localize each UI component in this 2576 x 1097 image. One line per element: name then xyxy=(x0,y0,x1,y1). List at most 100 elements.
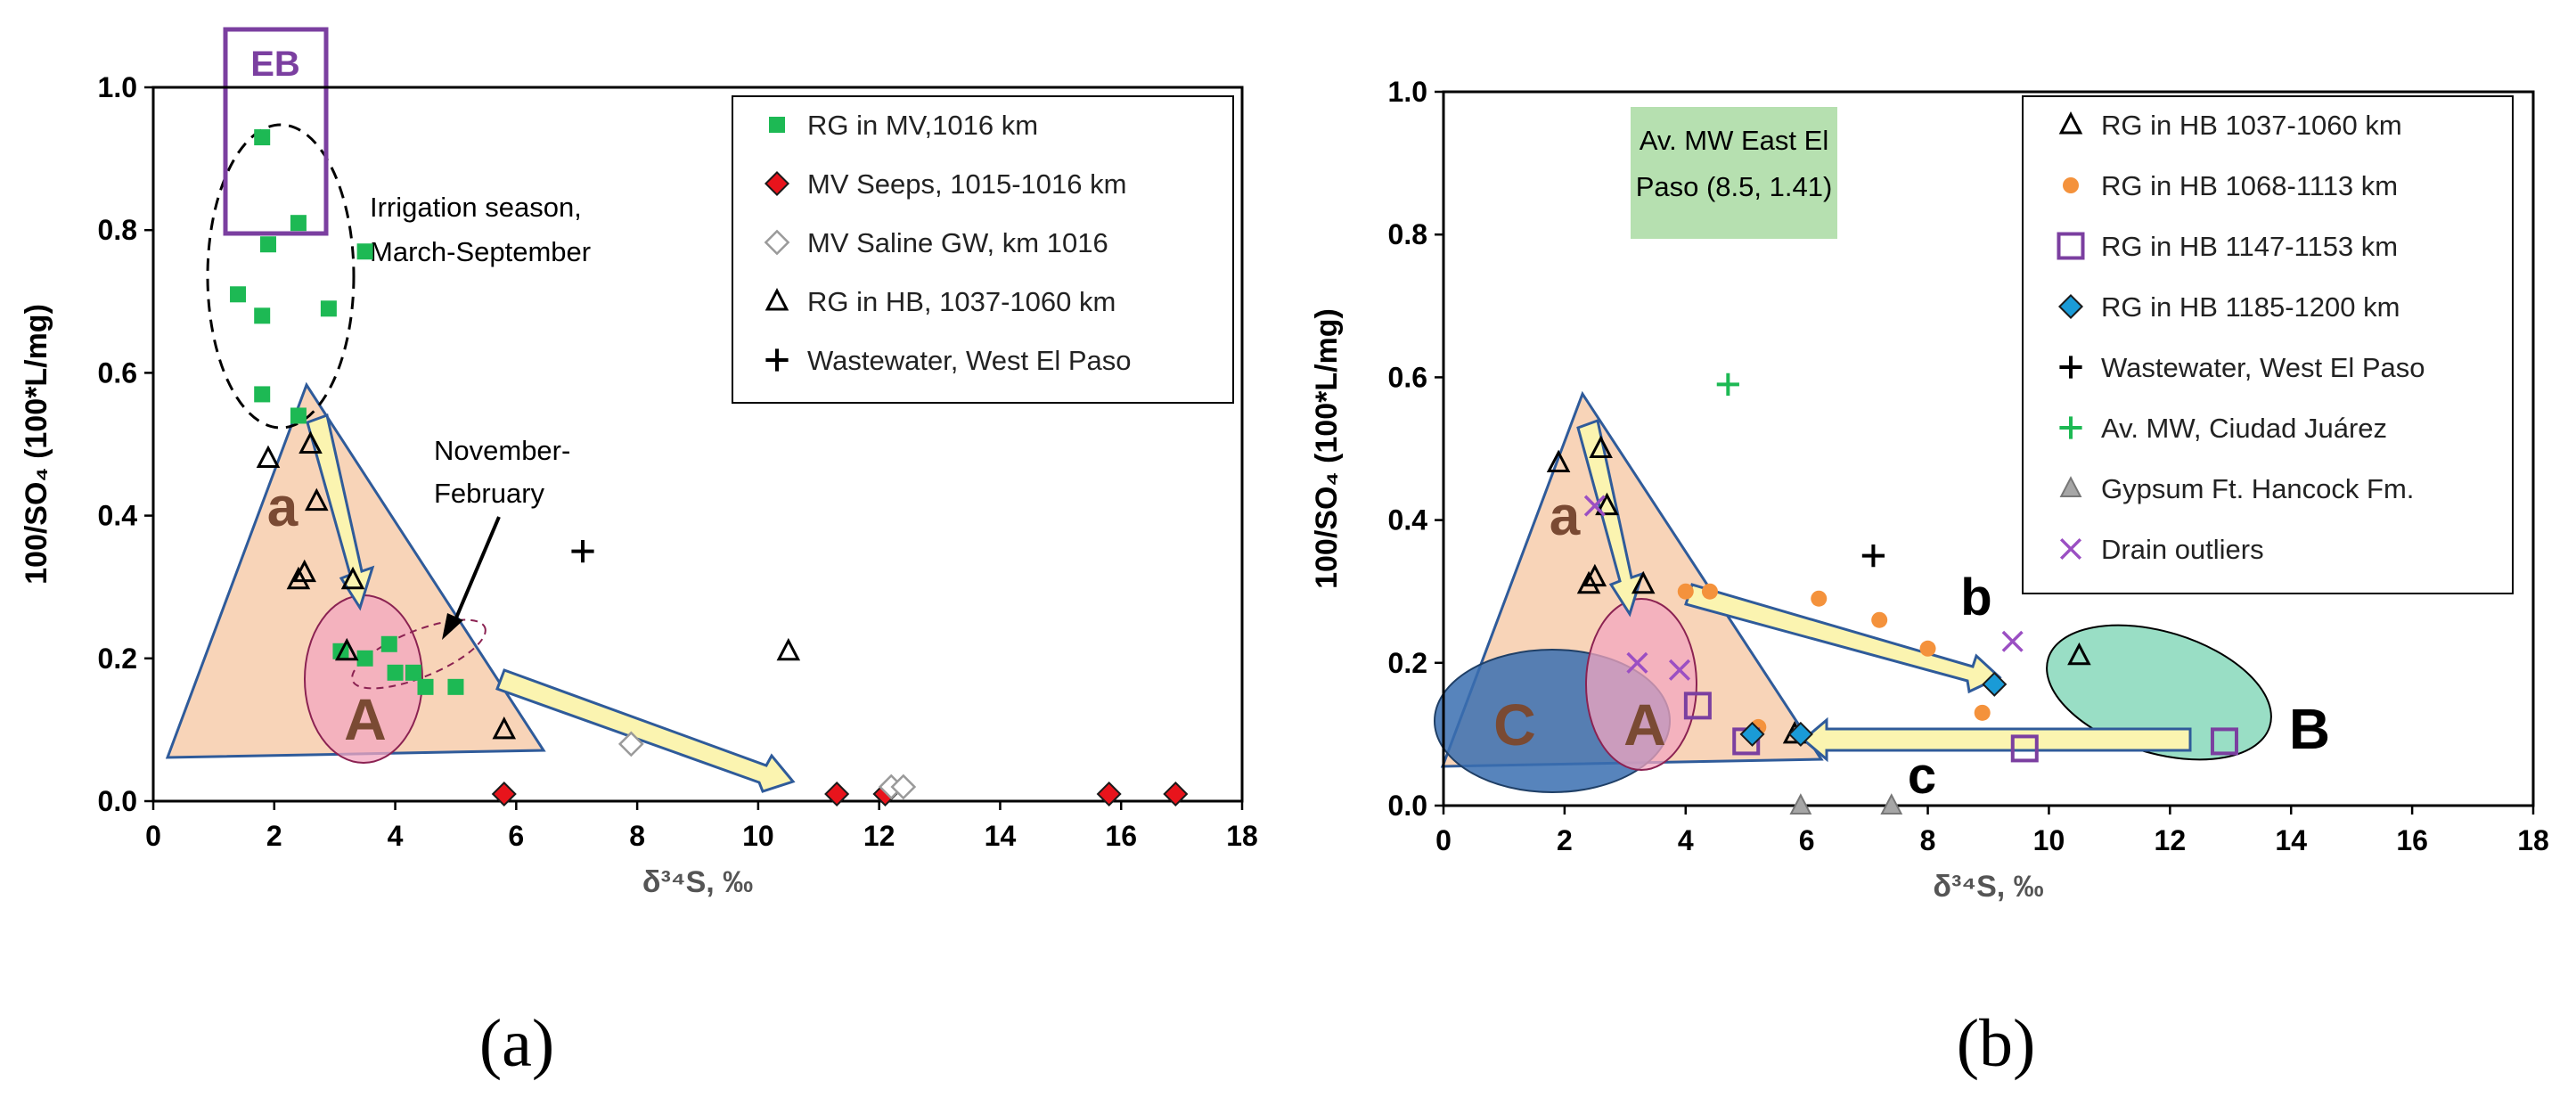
data-point-rg-in-hb-1037-1060-km xyxy=(1546,449,1571,473)
x-tick-label: 6 xyxy=(1799,824,1815,856)
legend-marker-rg-in-hb-1147-1153-km xyxy=(2057,232,2085,260)
legend-marker-gypsum-ft-hancock-fm xyxy=(2059,476,2082,497)
chart-panel-a: EB Irrigation season, March-September No… xyxy=(20,27,1258,899)
legend-entry: RG in MV,1016 km xyxy=(807,110,1038,141)
y-tick-label: 0.4 xyxy=(1388,504,1428,536)
data-point-rg-in-hb-1185-1200-km xyxy=(1982,671,2008,697)
data-point-rg-in-hb-1037-1060-km xyxy=(1582,563,1607,587)
legend-marker-wastewater-west-el-paso xyxy=(765,348,789,372)
legend-entry: RG in HB 1037-1060 km xyxy=(2101,110,2402,141)
x-tick-label: 2 xyxy=(266,820,282,852)
legend-box xyxy=(732,95,1234,404)
data-point-drain-outliers xyxy=(1626,651,1648,674)
y-axis-label: 100/SO₄ (100*L/mg) xyxy=(1310,308,1344,589)
data-point-mv-seeps-1015-1016-km xyxy=(824,781,850,807)
data-point-rg-in-hb-1037-1060-km xyxy=(286,566,311,590)
x-tick-label: 18 xyxy=(2517,824,2549,856)
legend-marker-rg-in-hb-1037-1060-km xyxy=(765,288,789,311)
data-point-rg-in-mv-1016-km xyxy=(356,650,373,667)
irrigation-text-2: March-September xyxy=(370,236,591,267)
x-tick-label: 10 xyxy=(742,820,774,852)
panel-label-a: (a) xyxy=(478,1006,555,1081)
irrigation-text-1: Irrigation season, xyxy=(370,192,582,223)
data-point-rg-in-hb-1068-1113-km xyxy=(1871,611,1888,628)
data-point-rg-in-hb-1068-1113-km xyxy=(1677,583,1694,600)
novfeb-text-1: November- xyxy=(434,435,570,466)
legend-entry: RG in HB, 1037-1060 km xyxy=(807,286,1116,317)
data-point-rg-in-hb-1037-1060-km xyxy=(256,445,281,469)
x-tick-label: 8 xyxy=(629,820,645,852)
data-point-rg-in-hb-1037-1060-km xyxy=(492,716,517,740)
data-point-rg-in-mv-1016-km xyxy=(290,407,307,424)
data-point-rg-in-hb-1037-1060-km xyxy=(1576,570,1601,594)
data-point-drain-outliers xyxy=(1583,495,1606,517)
x-tick-label: 14 xyxy=(2275,824,2307,856)
arrow-b-letter: b xyxy=(1960,569,1991,626)
legend-marker-rg-in-hb-1068-1113-km xyxy=(2063,177,2079,193)
data-point-rg-in-mv-1016-km xyxy=(356,243,373,260)
region-B-letter: B xyxy=(2289,697,2330,761)
legend-entry: Wastewater, West El Paso xyxy=(807,345,1132,376)
x-tick-label: 2 xyxy=(1557,824,1573,856)
arrow-c-letter: c xyxy=(1908,747,1936,805)
x-tick-label: 18 xyxy=(1226,820,1258,852)
novfeb-pointer-line xyxy=(453,516,501,623)
y-tick-label: 0.0 xyxy=(98,785,137,817)
data-point-drain-outliers xyxy=(1668,659,1691,681)
legend-marker-rg-in-mv-1016-km xyxy=(769,117,785,133)
legend-marker-rg-in-hb-1037-1060-km xyxy=(2058,111,2083,135)
legend-marker-wastewater-west-el-paso xyxy=(2059,356,2082,379)
data-point-rg-in-hb-1037-1060-km xyxy=(2067,642,2091,666)
eb-box xyxy=(223,27,329,236)
y-tick-label: 0.6 xyxy=(1388,361,1427,393)
legend-entry: Av. MW, Ciudad Juárez xyxy=(2101,413,2387,444)
y-tick-label: 1.0 xyxy=(1388,76,1427,108)
data-point-rg-in-hb-1068-1113-km xyxy=(1974,704,1991,721)
data-point-rg-in-hb-1037-1060-km xyxy=(340,566,365,590)
data-point-rg-in-mv-1016-km xyxy=(320,300,337,317)
data-point-mv-saline-gw-km-1016 xyxy=(890,774,917,800)
y-tick-label: 0.4 xyxy=(98,500,138,532)
data-point-gypsum-ft-hancock-fm xyxy=(1880,793,1903,815)
legend-entry: Gypsum Ft. Hancock Fm. xyxy=(2101,473,2414,504)
data-point-rg-in-mv-1016-km xyxy=(290,215,307,232)
x-tick-label: 4 xyxy=(388,820,404,852)
mw-east-text-1: Av. MW East El xyxy=(1640,125,1828,156)
x-tick-label: 8 xyxy=(1920,824,1936,856)
data-point-rg-in-mv-1016-km xyxy=(405,664,421,681)
legend-box xyxy=(2022,95,2514,594)
legend-marker-mv-seeps-1015-1016-km xyxy=(764,170,790,197)
data-point-wastewater-west-el-paso xyxy=(571,540,594,563)
eb-label: EB xyxy=(250,45,300,84)
data-point-mv-saline-gw-km-1016 xyxy=(617,731,644,757)
x-tick-label: 14 xyxy=(985,820,1017,852)
data-point-rg-in-hb-1037-1060-km xyxy=(292,559,316,583)
region-a-letter-b: a xyxy=(1550,486,1581,547)
data-point-rg-in-hb-1068-1113-km xyxy=(1701,583,1718,600)
data-point-rg-in-mv-1016-km xyxy=(254,129,271,146)
x-axis-label: δ³⁴S, ‰ xyxy=(1933,870,2043,904)
y-tick-label: 0.2 xyxy=(1388,647,1427,679)
legend-marker-rg-in-hb-1185-1200-km xyxy=(2057,293,2084,320)
arrow-b xyxy=(1684,583,2002,694)
legend-marker-av-mw-ciudad-ju-rez xyxy=(2059,416,2082,439)
legend-entry: Wastewater, West El Paso xyxy=(2101,352,2425,383)
data-point-av-mw-ciudad-ju-rez xyxy=(1716,372,1739,397)
y-axis-label: 100/SO₄ (100*L/mg) xyxy=(20,304,53,585)
arrow-c xyxy=(1801,716,2192,763)
x-tick-label: 0 xyxy=(145,820,161,852)
legend-entry: RG in HB 1185-1200 km xyxy=(2101,291,2400,323)
x-tick-label: 12 xyxy=(863,820,895,852)
legend-marker-mv-saline-gw-km-1016 xyxy=(764,229,790,256)
data-point-rg-in-mv-1016-km xyxy=(417,678,434,695)
data-point-gypsum-ft-hancock-fm xyxy=(1789,793,1812,815)
arrow-a-down-b xyxy=(1576,419,1645,618)
y-tick-label: 0.2 xyxy=(98,643,137,675)
legend-entry: Drain outliers xyxy=(2101,534,2264,565)
x-tick-label: 16 xyxy=(1105,820,1137,852)
region-A-letter: A xyxy=(344,686,387,752)
data-point-rg-in-hb-1037-1060-km xyxy=(1631,570,1656,594)
data-point-rg-in-mv-1016-km xyxy=(387,664,404,681)
plot-frame xyxy=(1442,90,2535,807)
x-axis-label: δ³⁴S, ‰ xyxy=(642,865,753,899)
